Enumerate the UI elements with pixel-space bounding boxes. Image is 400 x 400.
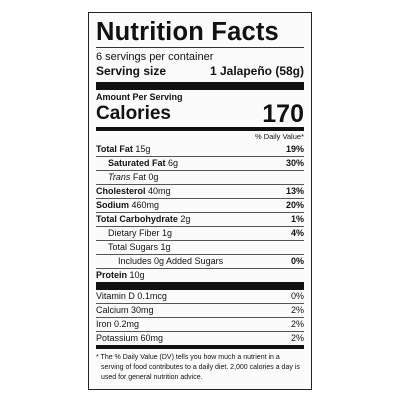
nutrient-name: Calcium xyxy=(96,305,129,315)
nutrient-row: Sodium 460mg 20% xyxy=(96,198,304,212)
nutrient: Protein 10g xyxy=(96,269,145,282)
nutrient: Cholesterol 40mg xyxy=(96,185,171,198)
nutrient-amount: 10g xyxy=(129,270,145,280)
nutrient: Trans Fat 0g xyxy=(96,171,158,184)
daily-value: 2% xyxy=(290,319,304,329)
calories-label: Calories xyxy=(96,103,171,124)
nutrient-row: Trans Fat 0g xyxy=(96,170,304,184)
nutrient-name: Sodium xyxy=(96,200,129,210)
nutrient-name: Protein xyxy=(96,270,128,280)
nutrient-amount: 60mg xyxy=(140,333,164,343)
serving-size: Serving size 1 Jalapeño (58g) xyxy=(96,64,304,79)
nutrient-amount: 1g xyxy=(162,228,173,238)
nutrient-row: Total Carbohydrate 2g 1% xyxy=(96,212,304,226)
nutrient: Total Fat 15g xyxy=(96,143,150,156)
daily-value: 13% xyxy=(285,186,304,196)
nutrient: Total Carbohydrate 2g xyxy=(96,213,190,226)
nutrient-name: Vitamin D xyxy=(96,291,135,301)
rule xyxy=(96,82,304,90)
nutrient-row: Cholesterol 40mg 13% xyxy=(96,184,304,198)
daily-value: 2% xyxy=(290,333,304,343)
daily-value-header: % Daily Value* xyxy=(254,132,304,141)
daily-value: 19% xyxy=(285,144,304,154)
serving-size-value: 1 Jalapeño (58g) xyxy=(209,64,304,78)
nutrient-amount: 0g xyxy=(148,172,159,182)
daily-value: 0% xyxy=(290,291,304,301)
nutrient-row: Dietary Fiber 1g 4% xyxy=(96,226,304,240)
rule xyxy=(96,345,304,349)
nutrient-amount: 15g xyxy=(135,144,151,154)
daily-value: 2% xyxy=(290,305,304,315)
calories: Calories 170 xyxy=(96,100,304,128)
nutrient-amount: 0.1mcg xyxy=(137,291,167,301)
vitamins: Vitamin D 0.1mcg 0% Calcium 30mg 2% Iron 0.2… xyxy=(96,290,304,345)
nutrient-amount: 460mg xyxy=(131,200,160,210)
nutrient-row: Iron 0.2mg 2% xyxy=(96,317,304,331)
nutrient: Sodium 460mg xyxy=(96,199,159,212)
nutrient-amount: 1g xyxy=(160,242,171,252)
daily-value: 0% xyxy=(290,256,304,266)
nutrient-amount: 2g xyxy=(180,214,191,224)
nutrient-row: Total Sugars 1g xyxy=(96,240,304,254)
title: Nutrition Facts xyxy=(96,17,304,48)
nutrient: Includes 0g Added Sugars xyxy=(96,255,223,268)
nutrient-amount: 30mg xyxy=(131,305,154,315)
daily-value: 1% xyxy=(290,214,304,224)
amount-per-serving: Amount Per Serving xyxy=(96,92,183,102)
nutrient-amount: 0.2mg xyxy=(114,319,140,329)
nutrient-name: Iron xyxy=(96,319,112,329)
nutrient-name: Includes 0g Added Sugars xyxy=(118,256,224,266)
nutrition-label: Nutrition Facts 6 servings per container… xyxy=(88,12,312,390)
nutrient: Iron 0.2mg xyxy=(96,318,139,331)
nutrient-name: Total Carbohydrate xyxy=(96,214,178,224)
nutrient-row: Calcium 30mg 2% xyxy=(96,303,304,317)
nutrient-name: Potassium xyxy=(96,333,139,343)
nutrient: Vitamin D 0.1mcg xyxy=(96,290,167,303)
nutrient-name: Total Sugars xyxy=(108,242,159,252)
nutrient: Dietary Fiber 1g xyxy=(96,227,172,240)
daily-value: 30% xyxy=(285,158,304,168)
nutrient-row: Total Fat 15g 19% xyxy=(96,143,304,156)
rule xyxy=(96,282,304,290)
nutrient-name: Total Fat xyxy=(96,144,133,154)
nutrient-name: Dietary Fiber xyxy=(108,228,160,238)
servings: 6 servings per container xyxy=(96,51,214,63)
nutrient-name: Cholesterol xyxy=(96,186,146,196)
nutrient: Potassium 60mg xyxy=(96,332,163,345)
nutrient-amount: 6g xyxy=(168,158,179,168)
nutrient-row: Vitamin D 0.1mcg 0% xyxy=(96,290,304,303)
nutrient-row: Protein 10g xyxy=(96,268,304,282)
nutrient-name-italic: Trans xyxy=(108,172,131,182)
nutrient-row: Saturated Fat 6g 30% xyxy=(96,156,304,170)
nutrient-name: Fat xyxy=(132,172,146,182)
daily-value: 20% xyxy=(285,200,304,210)
nutrient-row: Potassium 60mg 2% xyxy=(96,331,304,345)
serving-size-label: Serving size xyxy=(96,64,167,78)
nutrient: Calcium 30mg xyxy=(96,304,154,317)
nutrient-name: Saturated Fat xyxy=(108,158,166,168)
nutrient: Saturated Fat 6g xyxy=(96,157,178,170)
nutrient-row: Includes 0g Added Sugars 0% xyxy=(96,254,304,268)
nutrient-amount: 40mg xyxy=(148,186,171,196)
calories-value: 170 xyxy=(262,100,304,128)
nutrient: Total Sugars 1g xyxy=(96,241,171,254)
footnote: * The % Daily Value (DV) tells you how m… xyxy=(96,354,300,381)
rule xyxy=(96,127,304,131)
daily-value: 4% xyxy=(290,228,304,238)
nutrients: Total Fat 15g 19% Saturated Fat 6g 30% Trans… xyxy=(96,143,304,282)
